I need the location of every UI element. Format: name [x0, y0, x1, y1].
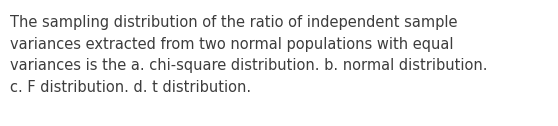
Text: The sampling distribution of the ratio of independent sample
variances extracted: The sampling distribution of the ratio o…: [10, 15, 488, 95]
